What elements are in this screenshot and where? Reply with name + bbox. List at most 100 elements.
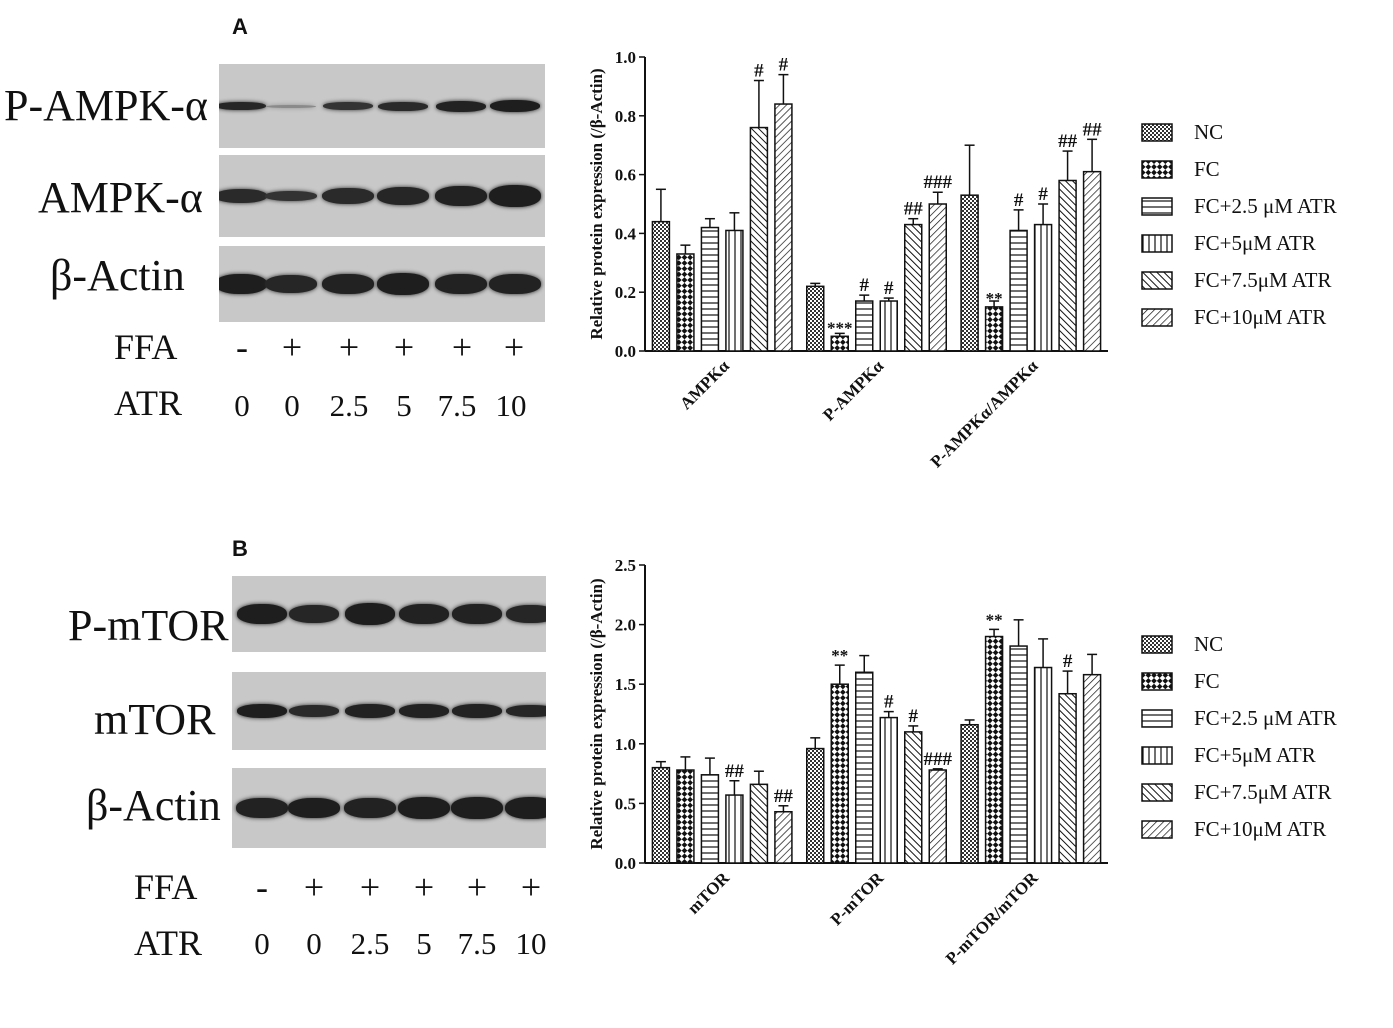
y-tick-label: 1.0 [615,735,636,754]
blot-band [436,100,486,112]
atr-lane-4: 5 [416,926,432,961]
bar [1058,692,1077,864]
y-tick-label: 2.5 [615,556,636,575]
ffa-row-label: FFA [134,867,198,907]
bar [725,794,744,864]
blot-band [377,187,429,205]
blot-band [452,704,502,718]
blot-band [489,274,541,294]
blot-band [219,189,267,203]
significance-label: # [1014,190,1024,211]
significance-label: ** [986,610,1003,629]
bar [1082,170,1102,352]
bar [1033,223,1053,352]
bar [749,783,769,864]
significance-label: ## [904,199,924,220]
blot-band [322,188,374,204]
bar [749,126,769,352]
bar [725,229,744,352]
blot-band [435,274,487,294]
bar [806,747,825,864]
atr-lane-2: 0 [284,388,300,423]
bar [984,306,1004,352]
y-tick-label: 0.2 [615,283,636,302]
blot-band [237,604,287,624]
bar [1009,645,1028,864]
bar [830,335,849,352]
significance-label: ## [774,786,794,807]
significance-label: ** [831,646,848,665]
atr-lane-2: 0 [306,926,322,961]
panel-b-letter: B [232,536,248,561]
significance-label: # [1038,184,1048,205]
legend-swatch [1141,234,1173,253]
atr-row-label: ATR [114,383,183,423]
significance-label: ### [924,172,953,193]
significance-label: # [754,61,764,82]
category-label: mTOR [684,868,734,918]
legend-label: FC+10μM ATR [1194,817,1326,841]
bar [855,300,874,352]
blot-row-label: P-mTOR [68,601,229,650]
legend-swatch [1141,308,1173,327]
atr-lane-3: 2.5 [329,388,369,423]
legend-label: FC+7.5μM ATR [1194,780,1331,804]
legend-label: FC+2.5 μM ATR [1194,194,1337,218]
atr-lane-1: 0 [254,926,270,961]
blot-band [452,604,502,624]
blot-row-label: AMPK-α [38,173,203,222]
category-label: AMPKα [676,356,733,413]
ffa-lane-4: + [393,327,415,367]
chart-panel-b: 0.0 0.5 1.0 1.5 2.0 2.5 Relative protein expre… [587,556,1337,968]
legend-label: FC+5μM ATR [1194,231,1316,255]
legend-label: FC [1194,669,1220,693]
blot-band [345,603,395,625]
legend-swatch [1141,197,1173,216]
ffa-lane-2: + [281,327,303,367]
blot-band [399,704,449,718]
bar [879,300,898,352]
blot-band [219,274,267,294]
legend-swatch [1141,271,1173,290]
legend-label: FC+7.5μM ATR [1194,268,1331,292]
blot-band [505,797,546,819]
blot-band [377,273,429,295]
bar [960,194,979,352]
blot-band [344,798,396,818]
blot-row-label: P-AMPK-α [4,81,208,130]
blot-band [490,100,540,112]
legend-swatch [1141,746,1173,765]
bar [855,671,874,864]
y-axis-label: Relative protein expression (/β-Actin) [587,68,606,339]
bar [928,769,947,864]
significance-label: ## [1058,131,1078,152]
blot-band [236,798,288,818]
legend-swatch [1141,160,1173,179]
bar [904,731,923,864]
y-tick-label: 0.8 [615,107,636,126]
ffa-lane-5: + [451,327,473,367]
ffa-row-label: FFA [114,327,178,367]
y-tick-label: 0.5 [615,794,636,813]
blot-band [506,605,546,623]
bar [904,223,923,352]
bar [830,683,849,864]
blot-band [322,274,374,294]
legend-swatch [1141,783,1173,802]
ffa-lane-3: + [338,327,360,367]
atr-lane-3: 2.5 [350,926,390,961]
ffa-lane-3: + [359,867,381,907]
panel-a-letter: A [232,14,248,39]
atr-lane-5: 7.5 [457,926,497,961]
significance-label: # [860,275,870,296]
blot-band [265,275,317,293]
blot-band [435,186,487,206]
bar [651,766,671,864]
blot-strip-actin-b [232,768,546,848]
y-tick-label: 1.0 [615,48,636,67]
category-label: P-AMPKα/AMPKα [927,356,1042,471]
legend-swatch [1141,709,1173,728]
blot-band [378,101,428,111]
y-tick-label: 2.0 [615,616,636,635]
blot-band [266,104,316,108]
